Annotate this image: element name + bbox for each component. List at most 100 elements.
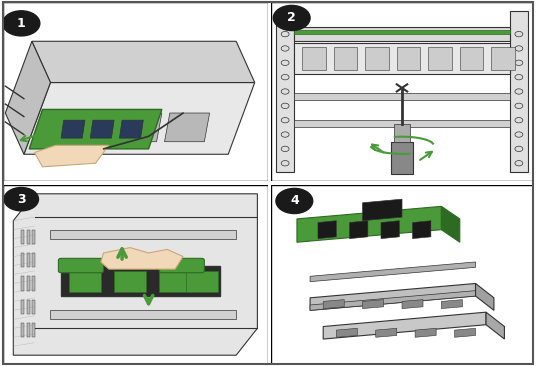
Circle shape [281, 74, 289, 80]
Polygon shape [310, 291, 475, 310]
Polygon shape [5, 41, 50, 154]
Bar [186, 271, 218, 292]
Polygon shape [297, 206, 442, 242]
Bar [394, 124, 410, 142]
Circle shape [281, 46, 289, 51]
Bar [460, 46, 483, 70]
Bar [21, 300, 25, 314]
Polygon shape [381, 221, 399, 239]
Polygon shape [486, 312, 504, 339]
Bar [21, 230, 25, 244]
Bar [114, 271, 146, 292]
Circle shape [3, 11, 40, 36]
Circle shape [281, 60, 289, 66]
Bar [32, 253, 35, 267]
Circle shape [281, 161, 289, 166]
Bar [294, 27, 510, 41]
Polygon shape [13, 194, 257, 355]
Polygon shape [29, 109, 162, 149]
Bar [302, 46, 326, 70]
Polygon shape [69, 113, 114, 142]
Polygon shape [32, 41, 255, 82]
Bar [492, 46, 515, 70]
Polygon shape [318, 221, 337, 239]
Polygon shape [415, 328, 436, 337]
Bar [32, 300, 35, 314]
Bar [50, 310, 236, 319]
Polygon shape [120, 120, 143, 138]
Circle shape [281, 103, 289, 109]
Bar [276, 11, 294, 172]
Bar [32, 230, 35, 244]
Bar [27, 276, 29, 291]
Polygon shape [117, 113, 162, 142]
Circle shape [515, 46, 523, 51]
Circle shape [515, 74, 523, 80]
Circle shape [281, 89, 289, 94]
FancyBboxPatch shape [159, 258, 204, 273]
Polygon shape [101, 248, 183, 269]
Polygon shape [323, 300, 344, 309]
Circle shape [515, 31, 523, 37]
Polygon shape [402, 300, 423, 309]
Circle shape [515, 103, 523, 109]
Circle shape [515, 146, 523, 152]
Text: 4: 4 [290, 194, 299, 208]
Bar [510, 11, 528, 172]
Polygon shape [310, 283, 475, 310]
Bar [334, 46, 358, 70]
Polygon shape [61, 266, 220, 296]
Bar [21, 253, 25, 267]
Bar [428, 46, 452, 70]
Text: 1: 1 [17, 17, 26, 30]
Bar [294, 30, 510, 34]
Circle shape [273, 5, 310, 30]
Polygon shape [61, 120, 85, 138]
Bar [32, 276, 35, 291]
Polygon shape [310, 262, 475, 282]
Bar [294, 93, 510, 100]
Polygon shape [442, 206, 460, 242]
Polygon shape [442, 300, 463, 309]
Polygon shape [413, 221, 431, 239]
Bar [69, 271, 101, 292]
Circle shape [4, 187, 39, 211]
Bar [365, 46, 389, 70]
Circle shape [515, 89, 523, 94]
Circle shape [515, 60, 523, 66]
Bar [27, 253, 29, 267]
Circle shape [281, 132, 289, 137]
Bar [27, 300, 29, 314]
Polygon shape [349, 221, 368, 239]
Circle shape [281, 117, 289, 123]
Polygon shape [337, 328, 358, 337]
Text: 2: 2 [287, 11, 296, 25]
Text: 3: 3 [17, 193, 26, 206]
Polygon shape [376, 328, 397, 337]
Bar [294, 120, 510, 127]
Polygon shape [90, 120, 114, 138]
Polygon shape [455, 328, 475, 337]
FancyBboxPatch shape [58, 258, 103, 273]
Bar [50, 230, 236, 239]
Bar [391, 142, 413, 174]
Polygon shape [34, 145, 109, 167]
Polygon shape [363, 300, 384, 309]
Polygon shape [323, 312, 486, 339]
Bar [21, 323, 25, 337]
Bar [32, 323, 35, 337]
Circle shape [281, 31, 289, 37]
Bar [397, 46, 420, 70]
Circle shape [515, 117, 523, 123]
Bar [27, 230, 29, 244]
Bar [159, 271, 191, 292]
Bar [294, 43, 510, 74]
Bar [27, 323, 29, 337]
Circle shape [515, 132, 523, 137]
Polygon shape [475, 283, 494, 310]
Bar [21, 276, 25, 291]
Polygon shape [24, 82, 255, 154]
Circle shape [515, 161, 523, 166]
Polygon shape [165, 113, 210, 142]
Polygon shape [363, 199, 402, 221]
